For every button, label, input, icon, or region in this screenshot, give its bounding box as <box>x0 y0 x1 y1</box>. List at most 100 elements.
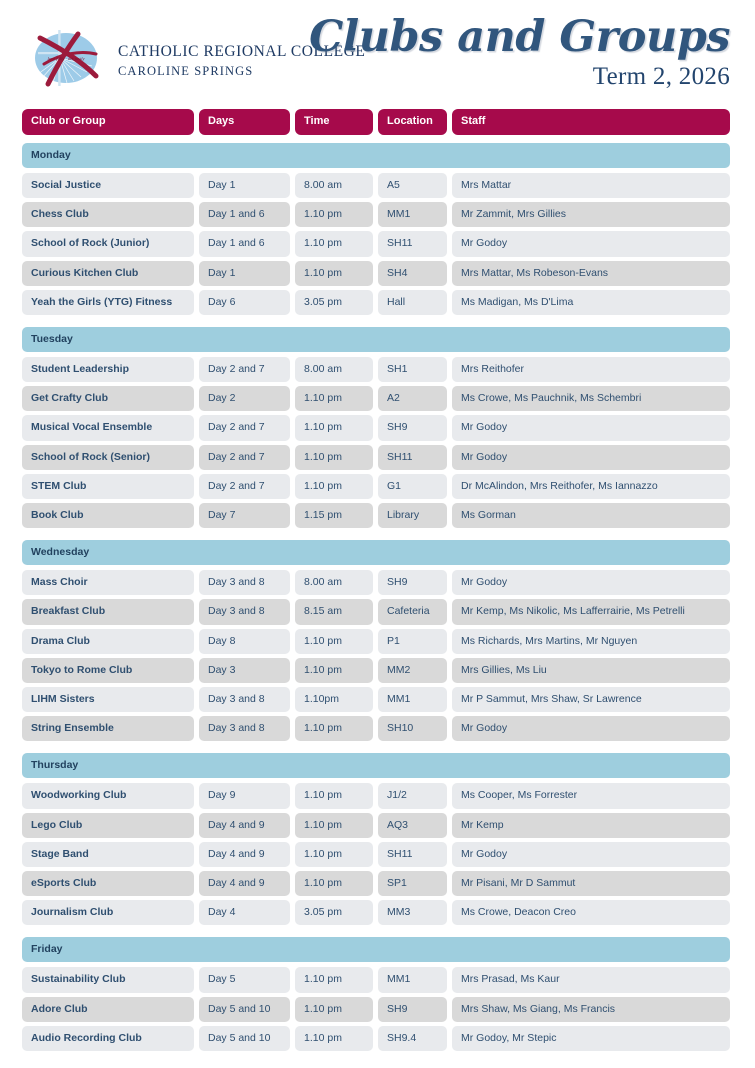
cell-days: Day 5 and 10 <box>199 996 290 1022</box>
cell-location: AQ3 <box>378 812 447 838</box>
cell-days: Day 3 and 8 <box>199 716 290 742</box>
cell-time: 8.00 am <box>295 173 373 199</box>
table-row: Lego Club Day 4 and 9 1.10 pm AQ3 Mr Kemp <box>22 812 730 838</box>
cell-club: LIHM Sisters <box>22 686 194 713</box>
day-header-row: Wednesday <box>22 540 730 566</box>
table-row: Journalism Club Day 4 3.05 pm MM3 Ms Crowe, … <box>22 900 730 926</box>
table-row: Sustainability Club Day 5 1.10 pm MM1 Mrs Pr… <box>22 967 730 993</box>
cell-time: 1.10 pm <box>295 628 373 654</box>
cell-staff: Mr Godoy, Mr Stepic <box>452 1025 730 1051</box>
cell-days: Day 1 <box>199 173 290 199</box>
cell-club: String Ensemble <box>22 716 194 742</box>
column-header-staff: Staff <box>452 109 730 135</box>
cell-time: 8.00 am <box>295 570 373 596</box>
cell-location: A2 <box>378 386 447 412</box>
cell-days: Day 1 <box>199 260 290 286</box>
cell-club: Woodworking Club <box>22 783 194 809</box>
cell-location: Cafeteria <box>378 599 447 625</box>
table-row: Curious Kitchen Club Day 1 1.10 pm SH4 Mrs M… <box>22 260 730 286</box>
cell-club: Journalism Club <box>22 900 194 926</box>
table-row: eSports Club Day 4 and 9 1.10 pm SP1 Mr Pisa… <box>22 870 730 897</box>
cell-club: Lego Club <box>22 812 194 838</box>
cell-location: A5 <box>378 173 447 199</box>
cell-staff: Mr Godoy <box>452 231 730 257</box>
table-row: Tokyo to Rome Club Day 3 1.10 pm MM2 Mrs Gil… <box>22 657 730 683</box>
cell-time: 1.10 pm <box>295 657 373 683</box>
cell-time: 1.10 pm <box>295 444 373 470</box>
cell-staff: Mrs Mattar <box>452 173 730 199</box>
cell-location: SH9 <box>378 570 447 596</box>
cell-time: 8.15 am <box>295 599 373 625</box>
cell-days: Day 6 <box>199 289 290 315</box>
cell-staff: Mrs Prasad, Ms Kaur <box>452 967 730 993</box>
cell-time: 1.10 pm <box>295 967 373 993</box>
cell-location: SH11 <box>378 444 447 470</box>
cell-staff: Mr Godoy <box>452 570 730 596</box>
cell-days: Day 4 and 9 <box>199 841 290 867</box>
cell-staff: Ms Gorman <box>452 502 730 529</box>
cell-staff: Mrs Reithofer <box>452 357 730 383</box>
cell-time: 1.10 pm <box>295 812 373 838</box>
cell-location: SH10 <box>378 716 447 742</box>
cell-staff: Mr Kemp, Ms Nikolic, Ms Lafferrairie, Ms… <box>452 599 730 625</box>
column-header-club: Club or Group <box>22 109 194 135</box>
cell-staff: Ms Madigan, Ms D'Lima <box>452 289 730 315</box>
brand-text: CATHOLIC REGIONAL COLLEGE CAROLINE SPRIN… <box>118 37 365 79</box>
table-row: Book Club Day 7 1.15 pm Library Ms Gorman <box>22 502 730 529</box>
table-header-row: Club or Group Days Time Location Staff <box>22 109 730 135</box>
cell-staff: Mr Kemp <box>452 812 730 838</box>
cell-staff: Mrs Shaw, Ms Giang, Ms Francis <box>452 996 730 1022</box>
day-header-label: Tuesday <box>22 326 730 353</box>
cell-club: Yeah the Girls (YTG) Fitness <box>22 289 194 315</box>
brand: love fully · act justly CATHOLIC REGIONA… <box>26 24 365 92</box>
cell-location: MM3 <box>378 900 447 926</box>
cell-location: SH9 <box>378 996 447 1022</box>
cell-club: Book Club <box>22 502 194 529</box>
cell-location: P1 <box>378 628 447 654</box>
column-header-days: Days <box>199 109 290 135</box>
cell-time: 3.05 pm <box>295 289 373 315</box>
table-row: Adore Club Day 5 and 10 1.10 pm SH9 Mrs Shaw… <box>22 996 730 1022</box>
cell-club: eSports Club <box>22 870 194 897</box>
cell-location: SH11 <box>378 231 447 257</box>
cell-days: Day 1 and 6 <box>199 202 290 228</box>
table-row: School of Rock (Junior) Day 1 and 6 1.10 p… <box>22 231 730 257</box>
day-header-row: Friday <box>22 937 730 963</box>
cell-days: Day 2 and 7 <box>199 444 290 470</box>
cell-days: Day 3 <box>199 657 290 683</box>
cell-location: Library <box>378 502 447 529</box>
cell-staff: Ms Richards, Mrs Martins, Mr Nguyen <box>452 628 730 654</box>
cell-location: SH11 <box>378 841 447 867</box>
table-row: Chess Club Day 1 and 6 1.10 pm MM1 Mr Zammit… <box>22 202 730 228</box>
cell-days: Day 9 <box>199 783 290 809</box>
table-row: Student Leadership Day 2 and 7 8.00 am SH1 M… <box>22 357 730 383</box>
cell-days: Day 4 and 9 <box>199 812 290 838</box>
table-row: Audio Recording Club Day 5 and 10 1.10 pm S… <box>22 1025 730 1051</box>
cell-club: Drama Club <box>22 628 194 654</box>
cell-staff: Mr P Sammut, Mrs Shaw, Sr Lawrence <box>452 686 730 713</box>
day-header-row: Monday <box>22 142 730 169</box>
table-row: Stage Band Day 4 and 9 1.10 pm SH11 Mr Godoy <box>22 841 730 867</box>
cell-club: Stage Band <box>22 841 194 867</box>
table-row: Get Crafty Club Day 2 1.10 pm A2 Ms Crowe, M… <box>22 386 730 412</box>
table-row: Drama Club Day 8 1.10 pm P1 Ms Richards, Mrs… <box>22 628 730 654</box>
cell-time: 1.15 pm <box>295 502 373 529</box>
cell-staff: Mr Pisani, Mr D Sammut <box>452 870 730 897</box>
cell-days: Day 4 and 9 <box>199 870 290 897</box>
cell-time: 1.10 pm <box>295 473 373 499</box>
cell-time: 1.10 pm <box>295 716 373 742</box>
cell-club: Get Crafty Club <box>22 386 194 412</box>
table-row: School of Rock (Senior) Day 2 and 7 1.10 p… <box>22 444 730 470</box>
day-header-label: Monday <box>22 142 730 169</box>
cell-staff: Mr Godoy <box>452 841 730 867</box>
cell-club: Musical Vocal Ensemble <box>22 415 194 441</box>
cell-staff: Ms Cooper, Ms Forrester <box>452 783 730 809</box>
table-row: Mass Choir Day 3 and 8 8.00 am SH9 Mr Godoy <box>22 570 730 596</box>
day-header-label: Thursday <box>22 753 730 779</box>
page-title: Clubs and Groups <box>309 12 730 62</box>
table-row: Musical Vocal Ensemble Day 2 and 7 1.10 pm… <box>22 415 730 441</box>
cell-staff: Ms Crowe, Deacon Creo <box>452 900 730 926</box>
cell-days: Day 2 and 7 <box>199 473 290 499</box>
cell-days: Day 1 and 6 <box>199 231 290 257</box>
